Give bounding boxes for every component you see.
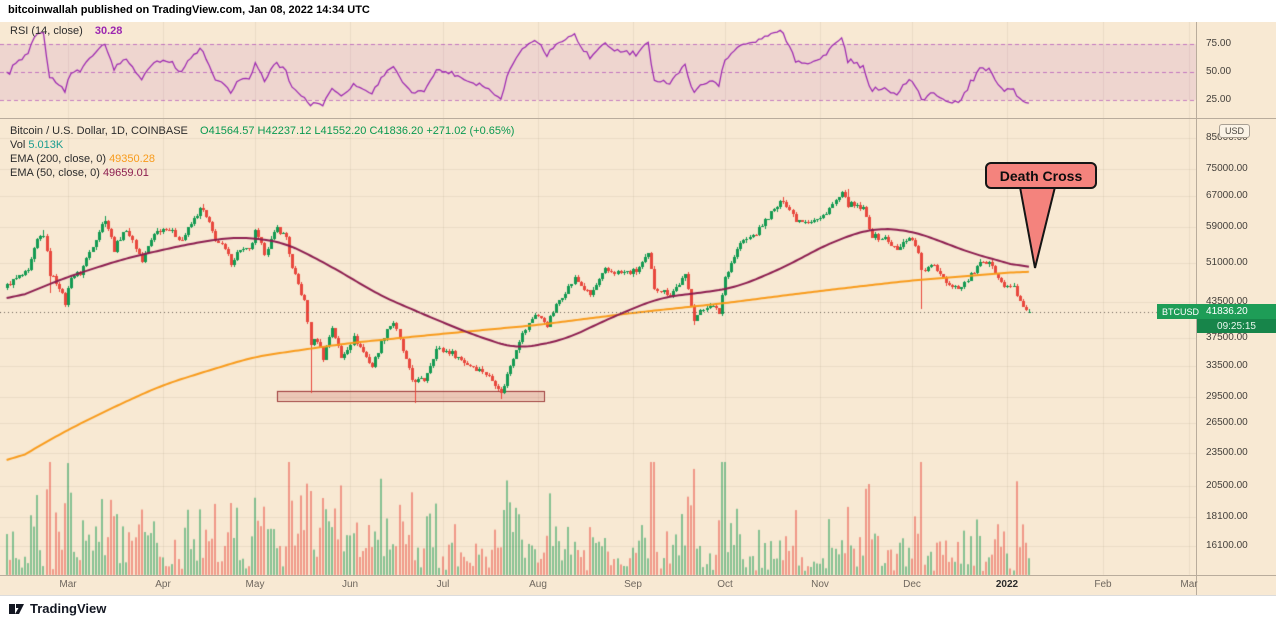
- ohlc-close: C41836.20: [369, 125, 424, 137]
- time-axis-label: Apr: [155, 579, 171, 590]
- ema200-value: 49350.28: [109, 153, 155, 165]
- price-axis-label: 20500.00: [1206, 480, 1248, 491]
- price-badge-value: 41836.20: [1206, 306, 1248, 317]
- main-legend: Bitcoin / U.S. Dollar, 1D, COINBASE O415…: [10, 124, 514, 180]
- ema200-legend-row[interactable]: EMA (200, close, 0) 49350.28: [10, 152, 514, 166]
- time-axis-label: May: [245, 579, 265, 590]
- last-price-badge: BTCUSD 41836.20: [1157, 304, 1276, 319]
- time-axis-label: Nov: [811, 579, 829, 590]
- ema50-label: EMA (50, close, 0): [10, 167, 100, 179]
- price-axis-label: 26500.00: [1206, 417, 1248, 428]
- time-axis-label: Oct: [717, 579, 733, 590]
- rsi-legend-label[interactable]: RSI (14, close): [10, 25, 83, 37]
- ema50-value: 49659.01: [102, 167, 149, 179]
- rsi-legend-value: 30.28: [94, 25, 123, 37]
- usd-currency-button[interactable]: USD: [1219, 124, 1251, 138]
- price-axis-label: 43500.00: [1206, 296, 1248, 307]
- symbol-title[interactable]: Bitcoin / U.S. Dollar, 1D, COINBASE: [10, 125, 188, 137]
- chart-canvas[interactable]: [0, 22, 1197, 595]
- rsi-legend: RSI (14, close) 30.28: [10, 25, 122, 37]
- time-axis-label: Jun: [341, 579, 359, 590]
- time-axis-label: Aug: [529, 579, 547, 590]
- time-axis-separator[interactable]: [0, 575, 1276, 576]
- ema50-legend-row[interactable]: EMA (50, close, 0) 49659.01: [10, 166, 514, 180]
- attribution-bar: bitcoinwallah published on TradingView.c…: [0, 0, 1276, 22]
- time-axis-label: Jul: [436, 579, 450, 590]
- ohlc-low: L41552.20: [314, 125, 367, 137]
- time-axis-label: Feb: [1094, 579, 1112, 590]
- tradingview-wordmark[interactable]: TradingView: [30, 601, 107, 616]
- price-axis-label: 59000.00: [1206, 221, 1248, 232]
- footer: TradingView: [0, 596, 1276, 631]
- bar-countdown-badge: 09:25:15: [1197, 319, 1276, 333]
- price-axis-label: 23500.00: [1206, 447, 1248, 458]
- ema200-label: EMA (200, close, 0): [10, 153, 106, 165]
- price-axis-label: 75000.00: [1206, 163, 1248, 174]
- volume-legend-row[interactable]: Vol 5.013K: [10, 138, 514, 152]
- price-axis-label: 18100.00: [1206, 511, 1248, 522]
- rsi-axis-label: 50.00: [1206, 66, 1232, 77]
- ohlc-open: O41564.57: [200, 125, 255, 137]
- price-axis-label: 51000.00: [1206, 257, 1248, 268]
- time-axis-label: Dec: [903, 579, 921, 590]
- death-cross-callout-tail: [1018, 186, 1057, 269]
- price-badge-symbol: BTCUSD: [1162, 306, 1200, 317]
- ohlc-change: +271.02 (+0.65%): [426, 125, 515, 137]
- rsi-axis-label: 75.00: [1206, 38, 1232, 49]
- rsi-main-separator[interactable]: [0, 118, 1276, 119]
- symbol-legend-row[interactable]: Bitcoin / U.S. Dollar, 1D, COINBASE O415…: [10, 124, 514, 138]
- death-cross-callout[interactable]: Death Cross: [985, 162, 1097, 189]
- attribution-text: bitcoinwallah published on TradingView.c…: [8, 4, 370, 16]
- tradingview-logo-icon[interactable]: [8, 601, 25, 618]
- time-axis-label: Mar: [59, 579, 77, 590]
- price-axis-label: 33500.00: [1206, 360, 1248, 371]
- price-axis-label: 37500.00: [1206, 332, 1248, 343]
- ohlc-high: H42237.12: [257, 125, 312, 137]
- volume-label: Vol: [10, 139, 26, 151]
- time-axis-label: Mar: [1180, 579, 1198, 590]
- price-axis-label: 16100.00: [1206, 540, 1248, 551]
- price-axis-label: 29500.00: [1206, 391, 1248, 402]
- price-axis-label: 67000.00: [1206, 190, 1248, 201]
- time-axis-label: Sep: [624, 579, 642, 590]
- chart-bottom-edge: [0, 595, 1276, 596]
- time-axis-label: 2022: [995, 579, 1019, 590]
- rsi-axis-label: 25.00: [1206, 94, 1232, 105]
- volume-value: 5.013K: [28, 139, 64, 151]
